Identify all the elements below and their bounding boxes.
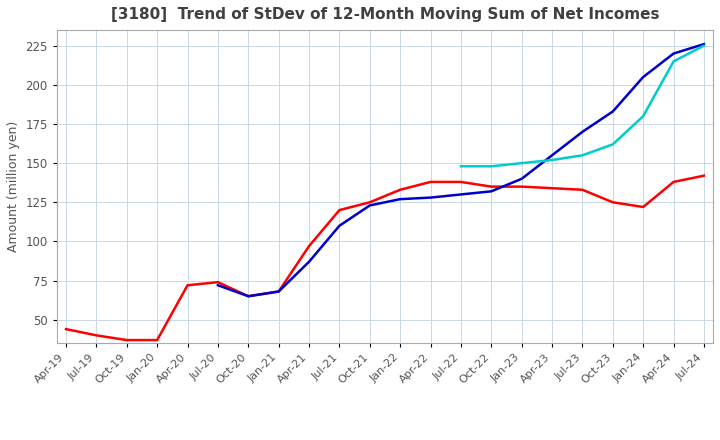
3 Years [62,326,71,332]
3 Years [92,333,101,338]
3 Years [366,200,374,205]
3 Years [426,179,435,184]
5 Years [487,189,495,194]
5 Years [670,51,678,56]
3 Years [335,208,343,213]
7 Years [700,43,708,48]
5 Years [274,289,283,294]
5 Years [548,153,557,158]
Y-axis label: Amount (million yen): Amount (million yen) [7,121,20,252]
7 Years [548,158,557,163]
3 Years [274,289,283,294]
3 Years [456,179,465,184]
3 Years [244,293,253,299]
3 Years [305,243,313,249]
3 Years [183,282,192,288]
3 Years [578,187,587,192]
Title: [3180]  Trend of StDev of 12-Month Moving Sum of Net Incomes: [3180] Trend of StDev of 12-Month Moving… [111,7,660,22]
5 Years [700,41,708,47]
Line: 5 Years: 5 Years [218,44,704,296]
5 Years [518,176,526,181]
3 Years [396,187,405,192]
5 Years [426,195,435,200]
5 Years [456,192,465,197]
3 Years [608,200,617,205]
5 Years [335,223,343,228]
5 Years [305,259,313,264]
5 Years [608,109,617,114]
3 Years [700,173,708,178]
7 Years [639,114,647,119]
5 Years [639,74,647,80]
7 Years [456,164,465,169]
3 Years [487,184,495,189]
Line: 3 Years: 3 Years [66,176,704,340]
Line: 7 Years: 7 Years [461,46,704,166]
3 Years [518,184,526,189]
5 Years [578,129,587,135]
7 Years [518,161,526,166]
3 Years [153,337,161,343]
Legend: 3 Years, 5 Years, 7 Years, 10 Years: 3 Years, 5 Years, 7 Years, 10 Years [179,437,592,440]
3 Years [548,186,557,191]
5 Years [366,203,374,208]
5 Years [396,197,405,202]
3 Years [214,279,222,285]
7 Years [608,142,617,147]
3 Years [639,204,647,209]
7 Years [578,153,587,158]
3 Years [122,337,131,343]
3 Years [670,179,678,184]
7 Years [487,164,495,169]
5 Years [214,282,222,288]
5 Years [244,293,253,299]
7 Years [670,59,678,64]
